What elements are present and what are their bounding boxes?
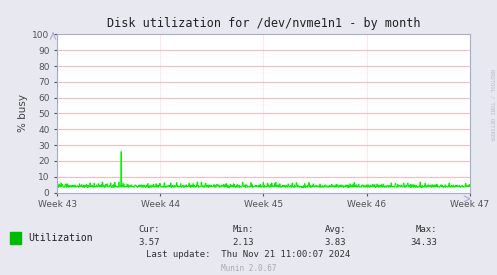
Text: Avg:: Avg: (325, 225, 346, 234)
Text: Cur:: Cur: (138, 225, 160, 234)
Text: 3.83: 3.83 (325, 238, 346, 247)
Title: Disk utilization for /dev/nvme1n1 - by month: Disk utilization for /dev/nvme1n1 - by m… (107, 17, 420, 31)
Text: 2.13: 2.13 (233, 238, 254, 247)
Text: RRDTOOL / TOBI OETIKER: RRDTOOL / TOBI OETIKER (490, 69, 495, 140)
Text: 34.33: 34.33 (411, 238, 437, 247)
Text: Munin 2.0.67: Munin 2.0.67 (221, 264, 276, 273)
Text: Last update:  Thu Nov 21 11:00:07 2024: Last update: Thu Nov 21 11:00:07 2024 (147, 250, 350, 259)
Text: Min:: Min: (233, 225, 254, 234)
Y-axis label: % busy: % busy (18, 94, 28, 133)
Text: Max:: Max: (416, 225, 437, 234)
Text: Utilization: Utilization (28, 233, 93, 243)
Text: 3.57: 3.57 (138, 238, 160, 247)
